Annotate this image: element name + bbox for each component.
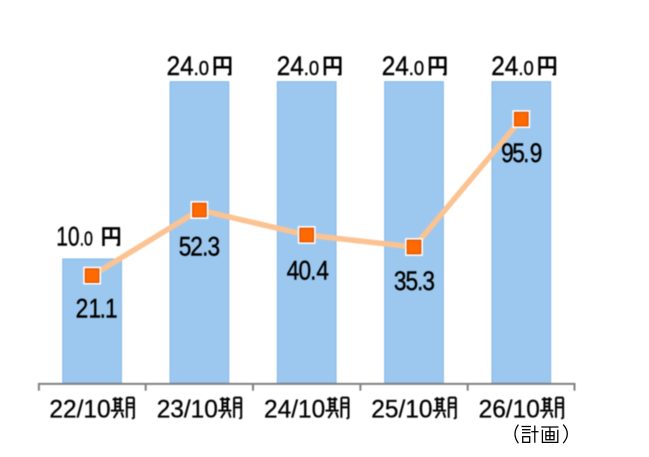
svg-text:26/10: 26/10 — [479, 396, 540, 424]
svg-text:24.0: 24.0 — [167, 52, 210, 81]
svg-text:35.3: 35.3 — [394, 266, 435, 296]
svg-text:24.0: 24.0 — [491, 52, 534, 81]
svg-text:22/10: 22/10 — [49, 396, 110, 424]
svg-text:21.1: 21.1 — [76, 293, 118, 323]
svg-text:40.4: 40.4 — [287, 256, 329, 286]
svg-text:25/10: 25/10 — [371, 396, 432, 424]
svg-text:24/10: 24/10 — [264, 396, 325, 424]
svg-text:23/10: 23/10 — [157, 396, 218, 424]
svg-text:52.3: 52.3 — [179, 231, 220, 261]
svg-text:10.0: 10.0 — [56, 222, 93, 252]
svg-text:95.9: 95.9 — [501, 138, 542, 168]
svg-text:24.0: 24.0 — [382, 52, 425, 81]
svg-text:24.0: 24.0 — [277, 52, 320, 81]
